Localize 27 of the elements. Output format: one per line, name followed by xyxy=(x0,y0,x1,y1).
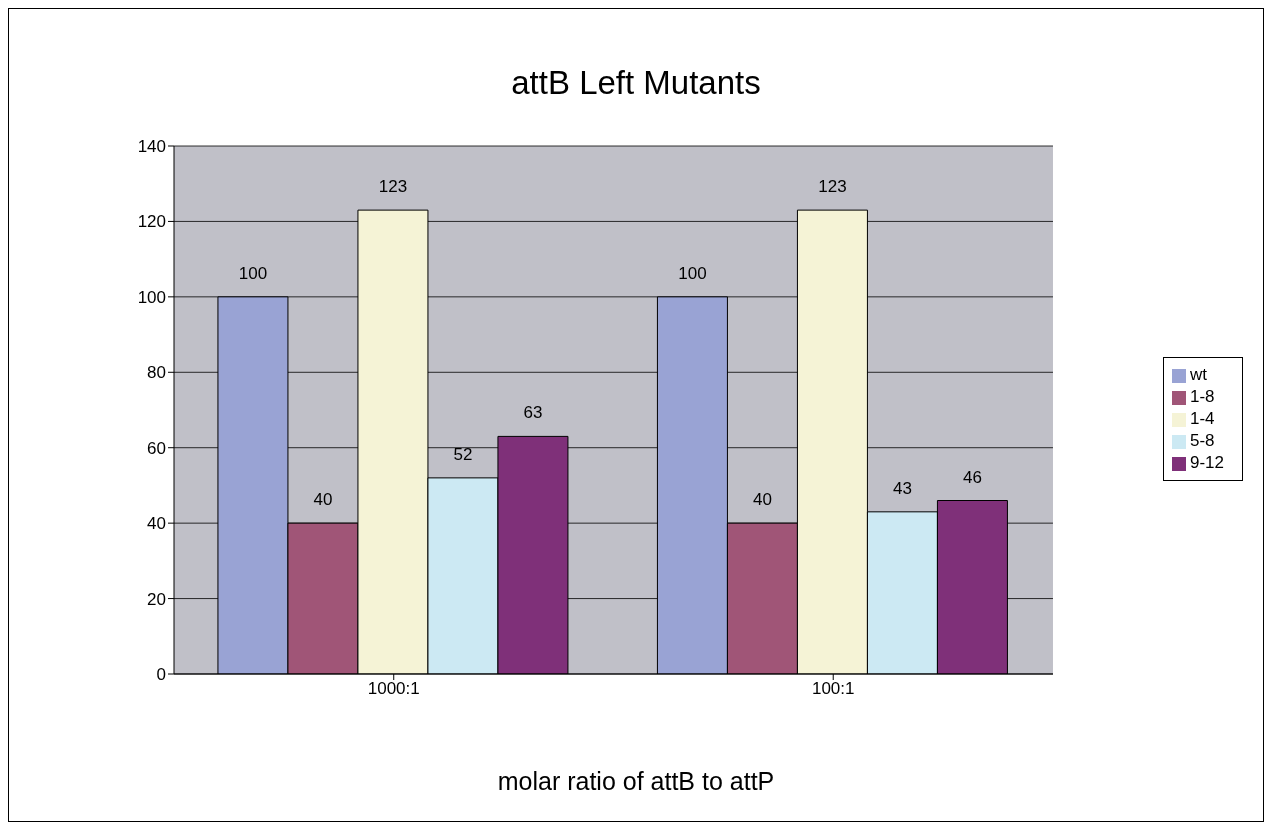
legend-label: 1-8 xyxy=(1189,387,1215,406)
data-label: 52 xyxy=(453,444,473,464)
data-label: 100 xyxy=(238,263,268,283)
y-tick-label: 20 xyxy=(147,589,166,609)
y-tick-label: 120 xyxy=(137,212,166,232)
x-tick-label: 100:1 xyxy=(811,679,855,699)
y-tick-label: 60 xyxy=(147,438,166,458)
data-label: 63 xyxy=(523,403,543,423)
legend-label: 9-12 xyxy=(1189,453,1224,472)
y-tick-label: 100 xyxy=(137,287,166,307)
legend-label: 1-4 xyxy=(1189,409,1215,428)
data-label: 40 xyxy=(313,490,333,510)
data-label: 40 xyxy=(752,490,772,510)
y-tick-label: 80 xyxy=(147,363,166,383)
legend-label: wt xyxy=(1189,365,1207,384)
legend-label: 5-8 xyxy=(1189,431,1215,450)
data-label: 123 xyxy=(818,177,847,197)
y-tick-label: 140 xyxy=(137,137,166,157)
data-label: 100 xyxy=(678,263,707,283)
data-label: 46 xyxy=(962,467,982,487)
chart-title: attB Left Mutants xyxy=(510,64,762,102)
data-label: 43 xyxy=(892,478,912,498)
y-tick-label: 40 xyxy=(147,514,166,534)
x-tick-label: 1000:1 xyxy=(367,679,420,699)
x-axis-title: molar ratio of attB to attP xyxy=(496,767,776,796)
y-tick-label: 0 xyxy=(156,665,166,685)
data-label: 123 xyxy=(378,177,408,197)
